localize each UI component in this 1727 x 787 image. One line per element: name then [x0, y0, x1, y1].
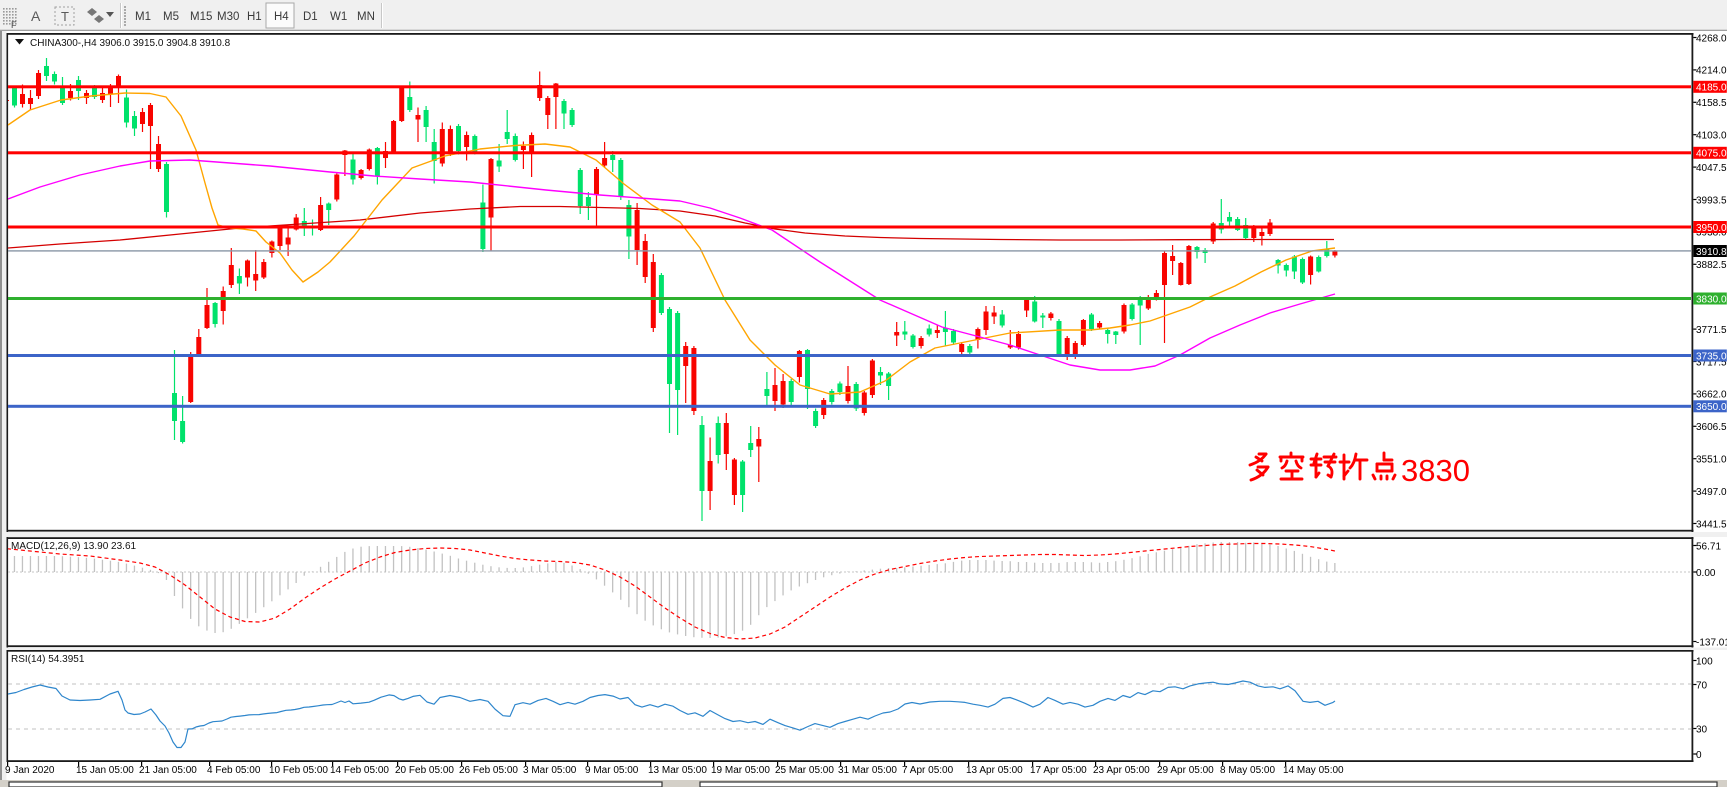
- svg-text:3717.5: 3717.5: [1696, 357, 1727, 368]
- svg-text:21 Jan 05:00: 21 Jan 05:00: [139, 765, 197, 776]
- svg-text:MACD(12,26,9) 13.90 23.61: MACD(12,26,9) 13.90 23.61: [11, 541, 137, 552]
- svg-text:M5: M5: [163, 11, 179, 23]
- svg-text:4103.0: 4103.0: [1696, 131, 1727, 142]
- svg-text:3 Mar 05:00: 3 Mar 05:00: [523, 765, 577, 776]
- svg-text:MN: MN: [357, 11, 375, 23]
- svg-text:9 Mar 05:00: 9 Mar 05:00: [585, 765, 639, 776]
- svg-text:3650.0: 3650.0: [1696, 402, 1727, 413]
- svg-text:4268.0: 4268.0: [1696, 33, 1727, 44]
- svg-text:13 Mar 05:00: 13 Mar 05:00: [648, 765, 707, 776]
- svg-text:3497.0: 3497.0: [1696, 487, 1727, 498]
- svg-text:M1: M1: [135, 11, 151, 23]
- svg-text:3830: 3830: [1401, 453, 1470, 488]
- svg-text:9 Jan 2020: 9 Jan 2020: [5, 765, 55, 776]
- svg-text:19 Mar 05:00: 19 Mar 05:00: [711, 765, 770, 776]
- svg-text:8 May 05:00: 8 May 05:00: [1220, 765, 1275, 776]
- svg-text:3606.5: 3606.5: [1696, 422, 1727, 433]
- svg-text:30: 30: [1696, 724, 1708, 735]
- svg-text:100: 100: [1696, 656, 1713, 667]
- svg-text:3950.0: 3950.0: [1696, 223, 1727, 234]
- svg-text:F: F: [11, 20, 17, 30]
- svg-text:31 Mar 05:00: 31 Mar 05:00: [838, 765, 897, 776]
- svg-text:14 May 05:00: 14 May 05:00: [1283, 765, 1344, 776]
- svg-text:M30: M30: [217, 11, 239, 23]
- svg-text:RSI(14) 54.3951: RSI(14) 54.3951: [11, 654, 85, 665]
- svg-text:3551.0: 3551.0: [1696, 455, 1727, 466]
- svg-text:3882.5: 3882.5: [1696, 260, 1727, 271]
- svg-text:3993.5: 3993.5: [1696, 195, 1727, 206]
- svg-text:0: 0: [1696, 750, 1702, 761]
- svg-text:70: 70: [1696, 680, 1708, 691]
- svg-text:3830.0: 3830.0: [1696, 294, 1727, 305]
- svg-text:56.71: 56.71: [1696, 541, 1721, 552]
- svg-text:CHINA300-,H4 3906.0 3915.0 39: CHINA300-,H4 3906.0 3915.0 3904.8 3910.8: [30, 38, 231, 49]
- svg-text:10 Feb 05:00: 10 Feb 05:00: [269, 765, 328, 776]
- svg-text:3938.0: 3938.0: [1696, 228, 1727, 239]
- svg-text:13 Apr 05:00: 13 Apr 05:00: [966, 765, 1023, 776]
- svg-text:H1: H1: [247, 11, 262, 23]
- svg-text:17 Apr 05:00: 17 Apr 05:00: [1030, 765, 1087, 776]
- svg-text:15 Jan 05:00: 15 Jan 05:00: [76, 765, 134, 776]
- svg-text:3662.0: 3662.0: [1696, 390, 1727, 401]
- svg-text:-137.01: -137.01: [1696, 637, 1727, 648]
- svg-text:0.00: 0.00: [1696, 568, 1716, 579]
- svg-text:3910.8: 3910.8: [1696, 247, 1727, 258]
- svg-text:23 Apr 05:00: 23 Apr 05:00: [1093, 765, 1150, 776]
- svg-text:3771.5: 3771.5: [1696, 325, 1727, 336]
- svg-text:25 Mar 05:00: 25 Mar 05:00: [775, 765, 834, 776]
- svg-text:26 Feb 05:00: 26 Feb 05:00: [459, 765, 518, 776]
- svg-text:4214.0: 4214.0: [1696, 66, 1727, 77]
- svg-text:4185.0: 4185.0: [1696, 83, 1727, 94]
- svg-text:M15: M15: [190, 11, 212, 23]
- svg-text:W1: W1: [330, 11, 347, 23]
- svg-text:29 Apr 05:00: 29 Apr 05:00: [1157, 765, 1214, 776]
- svg-text:4075.0: 4075.0: [1696, 149, 1727, 160]
- svg-text:3735.0: 3735.0: [1696, 351, 1727, 362]
- svg-text:A: A: [31, 8, 41, 24]
- svg-text:4 Feb 05:00: 4 Feb 05:00: [207, 765, 261, 776]
- svg-text:14 Feb 05:00: 14 Feb 05:00: [330, 765, 389, 776]
- svg-text:7 Apr 05:00: 7 Apr 05:00: [902, 765, 954, 776]
- svg-text:4158.5: 4158.5: [1696, 98, 1727, 109]
- svg-text:D1: D1: [303, 11, 318, 23]
- svg-text:20 Feb 05:00: 20 Feb 05:00: [395, 765, 454, 776]
- svg-text:H4: H4: [274, 11, 289, 23]
- svg-text:3441.5: 3441.5: [1696, 519, 1727, 530]
- svg-text:4047.5: 4047.5: [1696, 163, 1727, 174]
- svg-text:T: T: [61, 9, 69, 24]
